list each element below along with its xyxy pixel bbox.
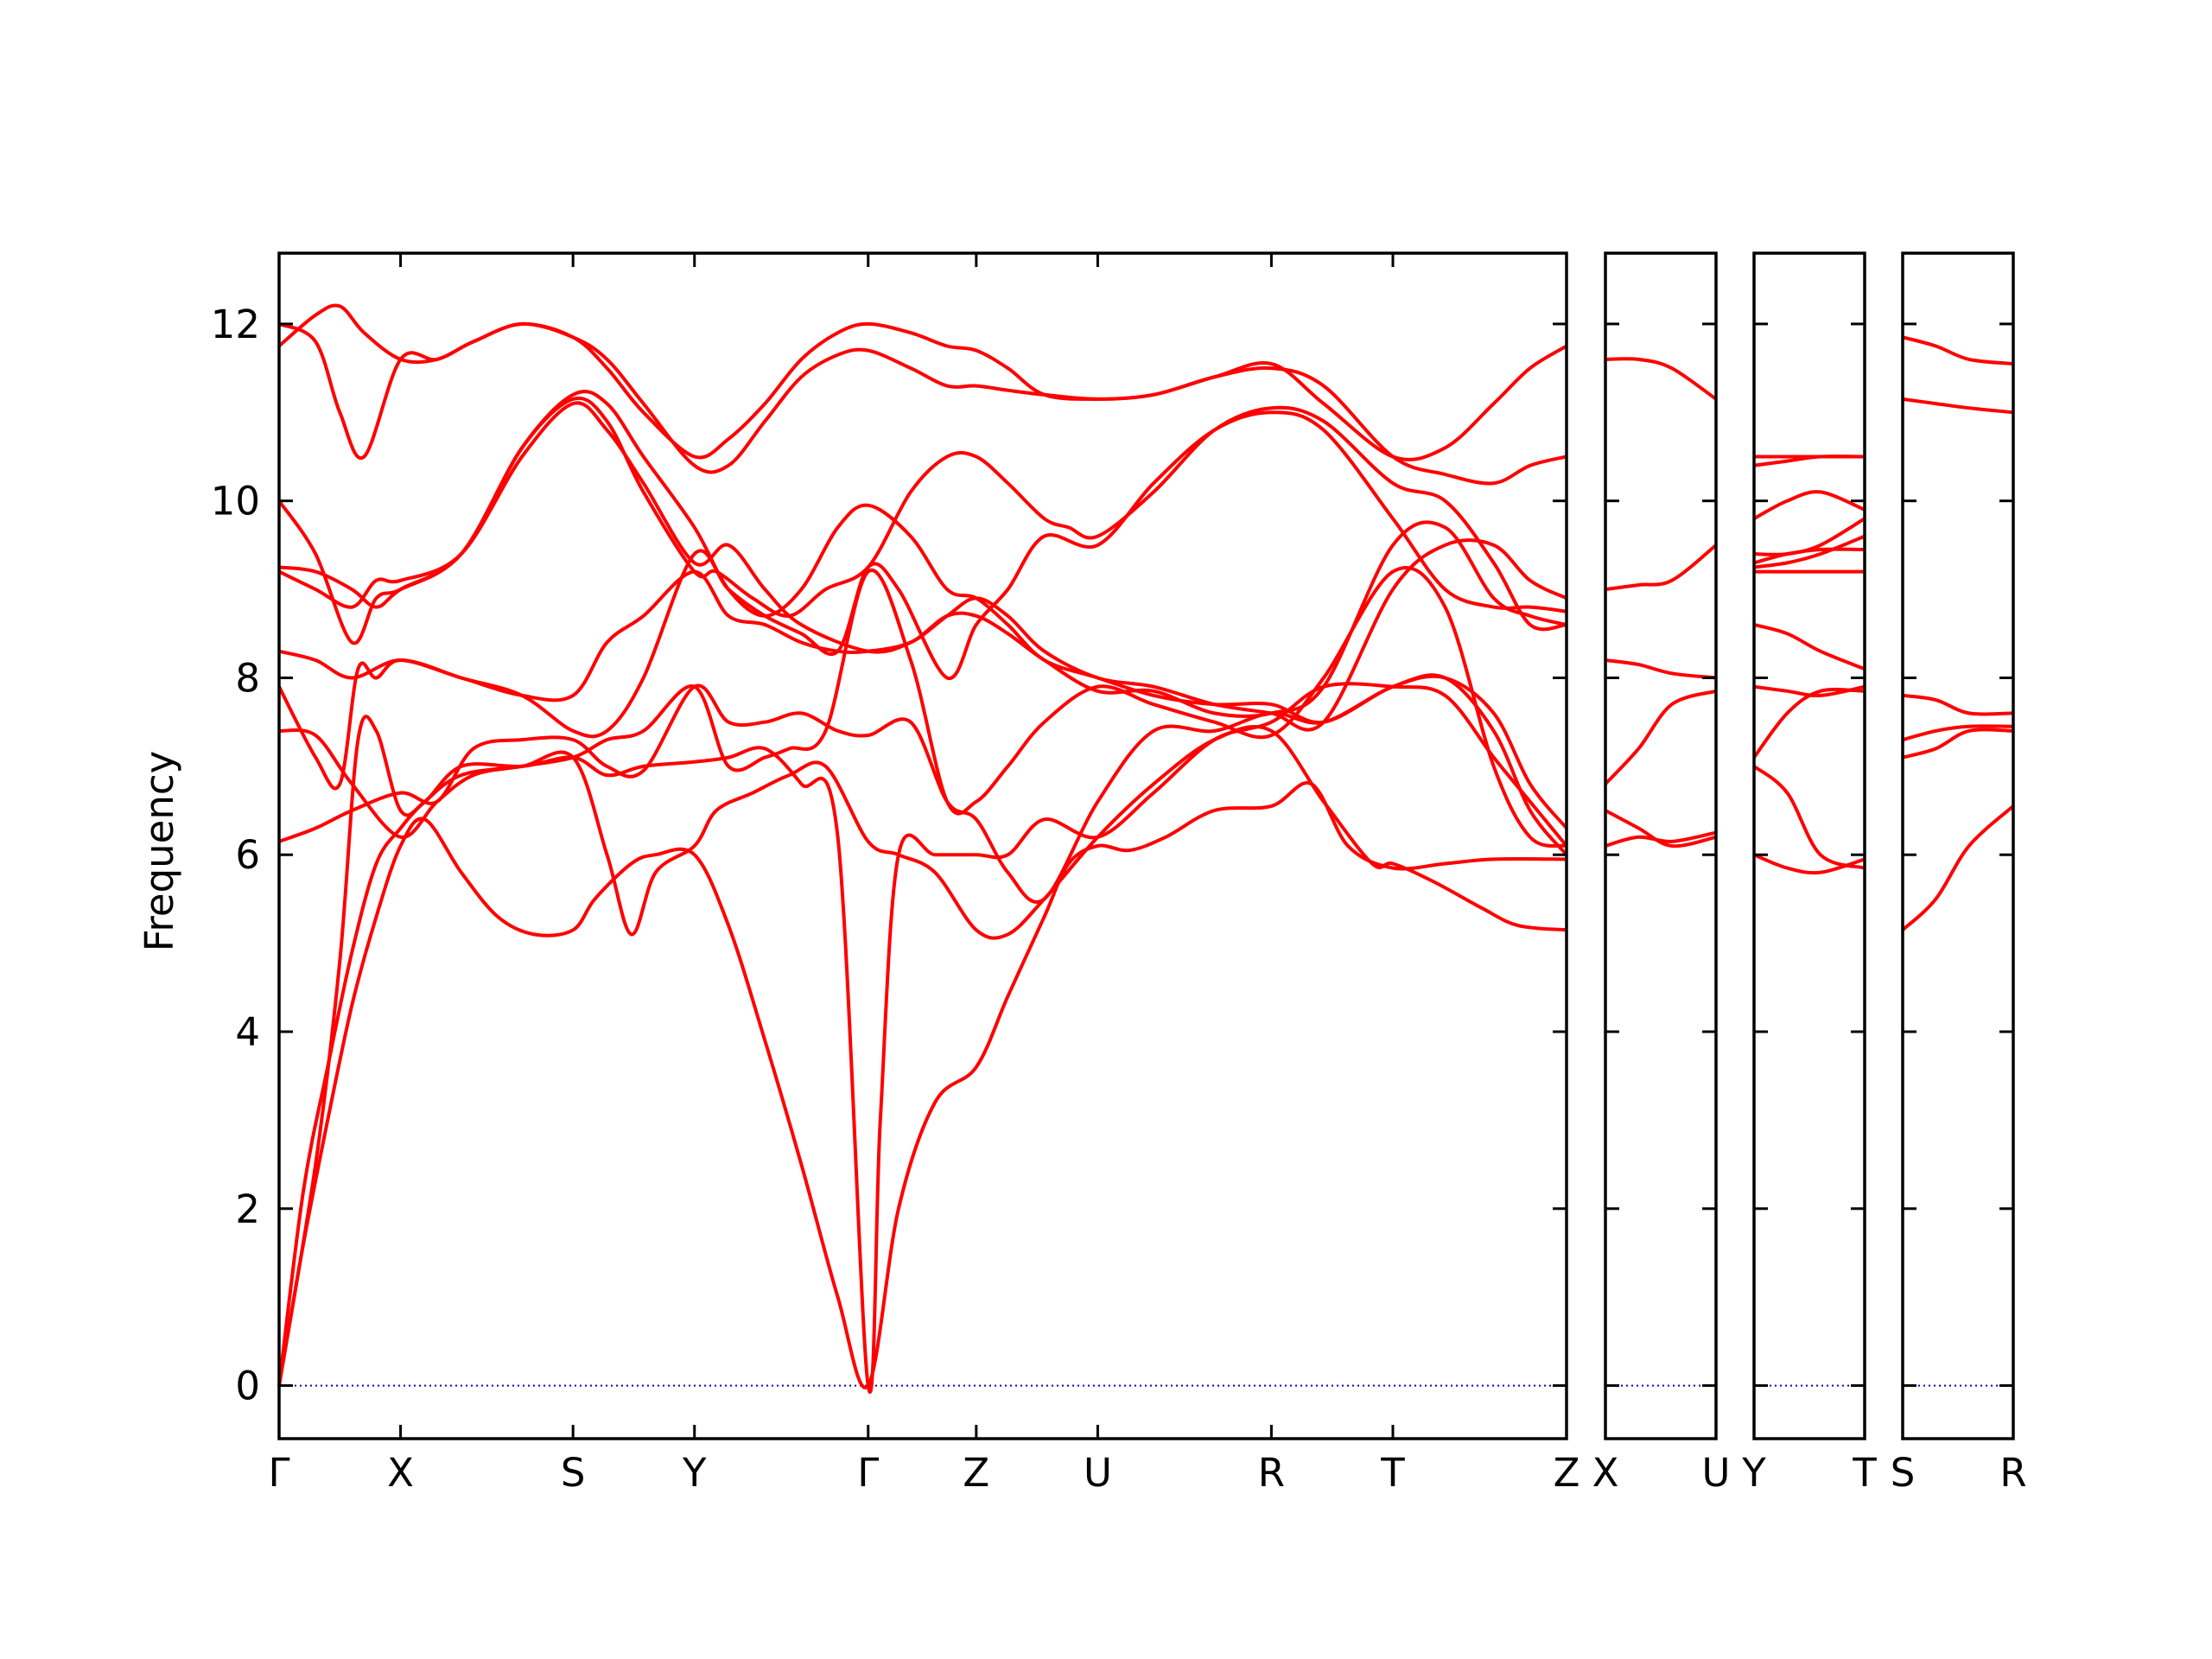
band-line-4: [1753, 623, 1866, 671]
y-tick-label: 0: [235, 1363, 260, 1409]
band-line-5: [1902, 335, 2014, 365]
band-line-9: [1753, 490, 1866, 520]
panel-frame: [1752, 251, 1866, 1440]
x-tick-label: T: [1852, 1450, 1877, 1496]
panel-frame: [1901, 251, 2015, 1440]
x-tick-label: Y: [682, 1450, 707, 1496]
band-line-1: [1902, 728, 2014, 760]
band-line-5: [1605, 357, 1718, 401]
band-line-11: [278, 321, 1568, 474]
band-line-3: [1605, 658, 1717, 680]
band-line-6: [1753, 534, 1866, 569]
y-tick-label: 8: [235, 655, 260, 701]
band-line-0: [1901, 804, 2015, 931]
x-tick-label: R: [1258, 1450, 1285, 1496]
band-line-3: [1902, 693, 2014, 716]
band-line-2: [277, 682, 1568, 1395]
band-line-8: [1753, 517, 1866, 556]
panel-frame: [277, 251, 1568, 1440]
panel-frame: [1604, 251, 1718, 1440]
band-line-0: [277, 781, 1567, 1389]
y-tick-label: 4: [235, 1009, 260, 1055]
x-tick-label: Γ: [857, 1450, 879, 1496]
x-tick-label: U: [1084, 1450, 1112, 1496]
x-tick-label: Z: [1554, 1450, 1580, 1496]
band-line-2: [1902, 724, 2014, 742]
y-tick-label: 2: [235, 1186, 260, 1232]
band-line-3: [1753, 684, 1866, 698]
y-tick-label: 6: [235, 832, 260, 878]
x-tick-label: Γ: [268, 1450, 289, 1496]
y-tick-label: 12: [211, 302, 260, 347]
x-tick-label: Y: [1741, 1450, 1766, 1496]
x-tick-label: X: [387, 1450, 414, 1496]
x-tick-label: S: [561, 1450, 586, 1496]
band-line-1: [1752, 765, 1866, 870]
x-tick-label: R: [1999, 1450, 2026, 1496]
band-line-1: [277, 724, 1567, 1386]
x-tick-label: S: [1891, 1450, 1916, 1496]
band-line-2: [1752, 687, 1866, 759]
band-line-4: [1902, 397, 2014, 415]
band-line-6: [278, 410, 1567, 739]
panel-0: 0 2 4 6 8 10 12 Γ X S Y Γ Z U R T Z: [211, 251, 1580, 1496]
x-tick-label: T: [1380, 1450, 1405, 1496]
y-axis-label: Frequency: [137, 751, 182, 951]
y-tick-label: 10: [211, 479, 260, 524]
x-tick-label: Z: [963, 1450, 989, 1496]
band-line-4: [1605, 543, 1718, 592]
band-line-1: [1605, 809, 1717, 849]
band-line-9: [277, 396, 1567, 645]
x-tick-label: X: [1592, 1450, 1619, 1496]
band-line-2: [1604, 689, 1717, 785]
x-tick-label: U: [1702, 1450, 1731, 1496]
